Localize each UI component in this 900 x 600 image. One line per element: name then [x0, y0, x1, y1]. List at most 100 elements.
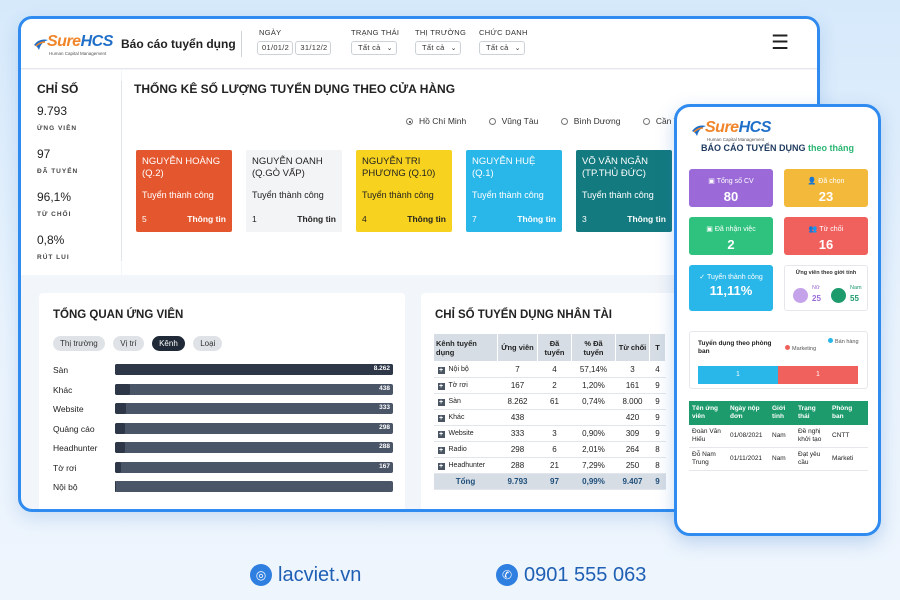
gender-box: Ứng viên theo giới tính Nữ 25 Nam 55 [784, 265, 868, 311]
table-row[interactable]: + Khác 438 420 9 [433, 409, 666, 426]
bar-fill [115, 461, 121, 473]
desktop-dashboard: SureHCS Human Capital Management Báo cáo… [18, 16, 820, 512]
overview-chips: Thị trường Vị trí Kênh Loại [53, 333, 226, 351]
globe-icon: ◎ [250, 564, 272, 586]
male-avatar-icon [831, 288, 846, 303]
bar-value: 8.262 [373, 365, 390, 372]
store-card: NGUYỄN HUỆ (Q.1) Tuyển thành công 7 Thông … [466, 150, 562, 232]
channel-bar-row[interactable]: Website 333 [53, 402, 409, 416]
store-info-link[interactable]: Thông tin [407, 214, 446, 224]
channel-bar-row[interactable]: Tờ rơi 167 [53, 461, 409, 475]
footer-website[interactable]: ◎ lacviet.vn [250, 564, 361, 587]
chip-type[interactable]: Loại [193, 336, 223, 351]
table-row[interactable]: Đoàn Văn Hiếu 01/08/2021 Nam Đề nghị khởi t… [689, 425, 868, 448]
bar-label: Sàn [53, 365, 69, 375]
channel-bar-row[interactable]: Khác 438 [53, 383, 409, 397]
table-header: Kênh tuyển dụng [433, 333, 498, 362]
stat-tile[interactable]: ▣ Tổng số CV 80 [689, 169, 773, 207]
bar-fill [115, 442, 125, 453]
bar-fill [115, 383, 130, 395]
region-radio[interactable]: Cần Thơ [642, 116, 689, 126]
store-info-link[interactable]: Thông tin [297, 214, 336, 224]
expand-icon: + [437, 462, 445, 470]
chevron-down-icon: ⌄ [514, 45, 521, 52]
table-row[interactable]: + Nội bộ 7 4 57,14% 3 4 [433, 361, 666, 378]
date-to-input[interactable]: 31/12/2 [295, 41, 332, 55]
bar-track: 288 [115, 442, 393, 453]
bar-value: 288 [379, 443, 390, 450]
job-title-select[interactable]: Tất cả ⌄ [479, 41, 525, 55]
bar-fill [115, 403, 127, 414]
channel-bar-row[interactable]: Nội bộ [53, 480, 409, 494]
store-card: NGUYỄN TRI PHƯƠNG (Q.10) Tuyển thành công… [356, 150, 452, 232]
store-info-link[interactable]: Thông tin [627, 214, 666, 224]
bar-value: 167 [379, 462, 390, 470]
region-radio[interactable]: Hồ Chí Minh [406, 116, 466, 126]
kpi-value: 9.793 [37, 104, 68, 118]
market-select[interactable]: Tất cả ⌄ [415, 41, 461, 55]
kpi-value: 97 [37, 147, 51, 161]
candidate-overview-panel: TỔNG QUAN ỨNG VIÊN Thị trường Vị trí Kên… [39, 293, 405, 509]
chevron-down-icon: ⌄ [450, 45, 457, 52]
dept-chart: Tuyển dụng theo phòng ban Marketing Bán … [689, 331, 868, 389]
table-row[interactable]: + Headhunter 288 21 7,29% 250 8 [433, 457, 666, 474]
bar-label: Khác [53, 384, 73, 395]
store-card: VÕ VĂN NGÂN (TP.THỦ ĐỨC) Tuyển thành công… [576, 150, 672, 232]
stat-tile[interactable]: 👥 Từ chối 16 [784, 217, 868, 255]
store-info-link[interactable]: Thông tin [517, 214, 556, 224]
bar-fill [115, 364, 393, 375]
channel-bar-row[interactable]: Headhunter 288 [53, 441, 409, 455]
app-title: Báo cáo tuyển dụng [121, 37, 236, 51]
bar-track: 8.262 [115, 364, 393, 375]
region-radio[interactable]: Vũng Tàu [488, 116, 538, 126]
store-info-link[interactable]: Thông tin [187, 214, 226, 224]
table-row[interactable]: + Tờ rơi 167 2 1,20% 161 9 [433, 377, 666, 394]
bar-label: Tờ rơi [53, 462, 77, 473]
bar-track: 298 [115, 422, 393, 434]
footer-phone[interactable]: ✆ 0901 555 063 [496, 564, 646, 587]
stat-tile[interactable]: ✓ Tuyển thành công 11,11% [689, 265, 773, 311]
table-row[interactable]: Đỗ Nam Trung 01/11/2021 Nam Đạt yêu cầu Mark… [689, 447, 868, 471]
chip-channel[interactable]: Kênh [152, 336, 185, 351]
channel-bar-row[interactable]: Sàn 8.262 [53, 363, 409, 377]
hamburger-menu-icon[interactable]: ☰ [771, 32, 789, 54]
table-row[interactable]: + Website 333 3 0,90% 309 9 [433, 425, 666, 442]
table-header: Ứng viên [497, 333, 538, 362]
kpi-title: CHỈ SỐ [37, 82, 79, 96]
stat-tile[interactable]: ▣ Đã nhận việc 2 [689, 217, 773, 255]
table-header: Từ chối [615, 333, 650, 362]
expand-icon: + [437, 366, 445, 374]
date-from-input[interactable]: 01/01/2 [257, 41, 293, 55]
date-filter: NGÀY 01/01/2 31/12/2 [257, 28, 332, 57]
expand-icon: + [437, 430, 445, 438]
bar-label: Nội bộ [53, 482, 78, 492]
table-row[interactable]: + Sàn 8.262 61 0,74% 8.000 9 [433, 393, 666, 410]
expand-icon: + [437, 414, 445, 422]
table-row[interactable]: + Radio 298 6 2,01% 264 8 [433, 441, 666, 458]
surehcs-logo[interactable]: SureHCS Human Capital Management [33, 31, 115, 59]
bar-label: Headhunter [53, 443, 98, 453]
store-card: NGUYỄN HOÀNG (Q.2) Tuyển thành công 5 Thôn… [136, 150, 232, 232]
bar-track: 333 [115, 403, 393, 414]
region-radio[interactable]: Bình Dương [560, 116, 620, 126]
phone-icon: ✆ [496, 564, 518, 586]
bar-track: 438 [115, 383, 393, 395]
status-select[interactable]: Tất cả ⌄ [351, 41, 397, 55]
table-header: Đã tuyển [537, 333, 572, 362]
channel-bar-row[interactable]: Quảng cáo 298 [53, 422, 409, 436]
overview-title: TỔNG QUAN ỨNG VIÊN [53, 309, 184, 321]
table-header: T [649, 333, 666, 362]
chip-position[interactable]: Vị trí [113, 336, 144, 351]
expand-icon: + [437, 446, 445, 454]
chip-market[interactable]: Thị trường [53, 336, 105, 351]
mobile-title: BÁO CÁO TUYỂN DỤNG theo tháng [700, 143, 855, 153]
stat-tile[interactable]: 👤 Đã chọn 23 [784, 169, 868, 207]
kpi-label: RÚT LUI [37, 254, 70, 261]
store-card: NGUYỄN OANH (Q.GÒ VẤP) Tuyển thành công 1… [246, 150, 342, 232]
kpi-panel: CHỈ SỐ 9.793 ỨNG VIÊN 97 ĐÃ TUYỂN 96,1% … [21, 70, 121, 275]
dept-bar[interactable]: 1 [778, 366, 858, 384]
market-filter: THỊ TRƯỜNG Tất cả ⌄ [415, 28, 466, 55]
expand-icon: + [437, 398, 445, 406]
dept-bar[interactable]: 1 [698, 366, 778, 384]
bar-track: 167 [115, 461, 393, 473]
